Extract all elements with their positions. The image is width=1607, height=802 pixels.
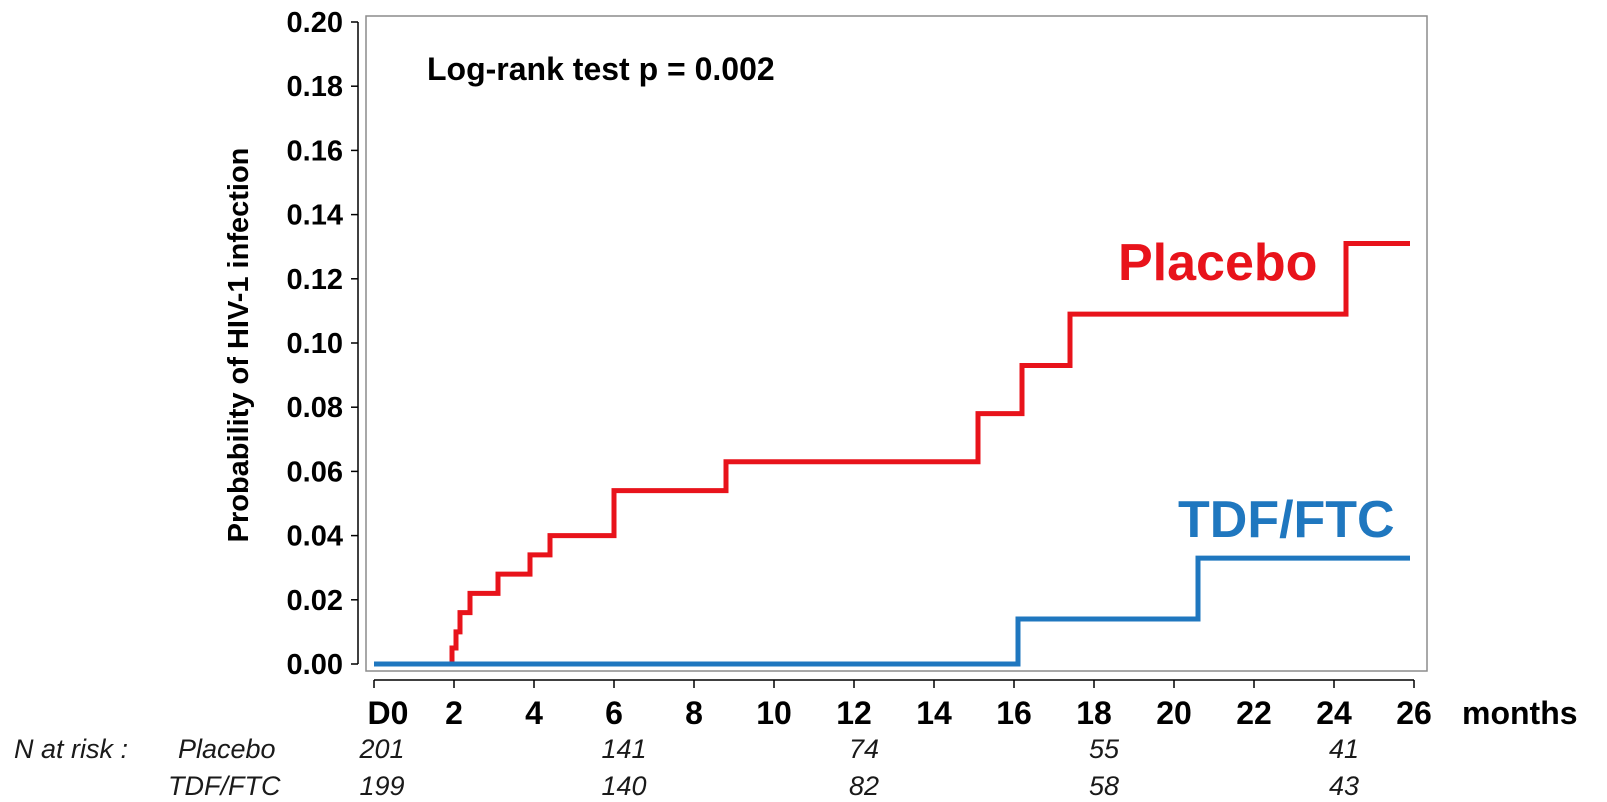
series-label-placebo: Placebo bbox=[1118, 234, 1317, 292]
x-tick-label: 26 bbox=[1396, 695, 1432, 731]
x-tick-label: 4 bbox=[525, 695, 543, 731]
at-risk-value: 58 bbox=[1089, 771, 1119, 801]
at-risk-title: N at risk : bbox=[14, 734, 128, 764]
at-risk-value: 201 bbox=[358, 734, 404, 764]
x-tick-label: 12 bbox=[836, 695, 872, 731]
x-axis: D0 2 4 6 8 10 12 14 16 18 20 22 24 26 bbox=[368, 679, 1432, 731]
y-tick-label: 0.08 bbox=[287, 392, 343, 424]
at-risk-values: 201 141 74 55 41 199 140 82 58 43 bbox=[358, 734, 1359, 801]
series-layer bbox=[374, 240, 1410, 667]
at-risk-row-label-placebo: Placebo bbox=[178, 734, 276, 764]
at-risk-row-label-tdf-ftc: TDF/FTC bbox=[168, 771, 281, 801]
x-tick-label: 24 bbox=[1316, 695, 1352, 731]
at-risk-value: 141 bbox=[601, 734, 646, 764]
y-tick-label: 0.02 bbox=[287, 585, 343, 617]
x-tick-label: 14 bbox=[916, 695, 952, 731]
at-risk-value: 74 bbox=[849, 734, 879, 764]
x-tick-label: 16 bbox=[996, 695, 1032, 731]
y-tick-label: 0.00 bbox=[287, 649, 343, 681]
x-tick-label: 22 bbox=[1236, 695, 1272, 731]
y-tick-label: 0.10 bbox=[287, 328, 343, 360]
at-risk-value: 82 bbox=[849, 771, 879, 801]
x-tick-label: 10 bbox=[756, 695, 792, 731]
at-risk-value: 199 bbox=[359, 771, 404, 801]
y-axis-label: Probability of HIV-1 infection bbox=[223, 148, 255, 543]
x-tick-label: 20 bbox=[1156, 695, 1192, 731]
at-risk-value: 43 bbox=[1329, 771, 1359, 801]
y-tick-label: 0.04 bbox=[287, 521, 343, 553]
x-tick-label: 18 bbox=[1076, 695, 1112, 731]
x-tick-label: D0 bbox=[368, 695, 409, 731]
y-tick-label: 0.20 bbox=[287, 7, 343, 39]
plot-frame bbox=[365, 15, 1428, 672]
x-tick-label: 2 bbox=[445, 695, 463, 731]
y-tick-label: 0.16 bbox=[287, 135, 343, 167]
at-risk-value: 55 bbox=[1089, 734, 1120, 764]
y-axis: 0.00 0.02 0.04 0.06 0.08 0.10 0.12 0.14 0.16 0.18… bbox=[287, 7, 359, 681]
x-tick-label: 8 bbox=[685, 695, 703, 731]
x-axis-unit-label: months bbox=[1462, 695, 1578, 731]
y-tick-label: 0.12 bbox=[287, 264, 343, 296]
y-tick-label: 0.14 bbox=[287, 200, 343, 232]
at-risk-value: 41 bbox=[1329, 734, 1359, 764]
series-line-tdf-ftc bbox=[374, 555, 1410, 667]
at-risk-value: 140 bbox=[601, 771, 646, 801]
series-line-placebo bbox=[374, 240, 1410, 667]
x-tick-label: 6 bbox=[605, 695, 623, 731]
log-rank-annotation: Log-rank test p = 0.002 bbox=[427, 51, 775, 87]
series-label-tdf-ftc: TDF/FTC bbox=[1178, 491, 1395, 549]
y-tick-label: 0.06 bbox=[287, 456, 343, 488]
y-tick-label: 0.18 bbox=[287, 71, 343, 103]
